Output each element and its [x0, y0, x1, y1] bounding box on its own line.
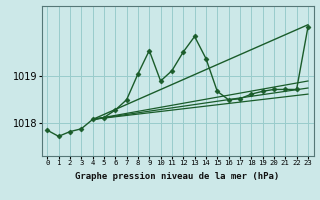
X-axis label: Graphe pression niveau de la mer (hPa): Graphe pression niveau de la mer (hPa) [76, 172, 280, 181]
